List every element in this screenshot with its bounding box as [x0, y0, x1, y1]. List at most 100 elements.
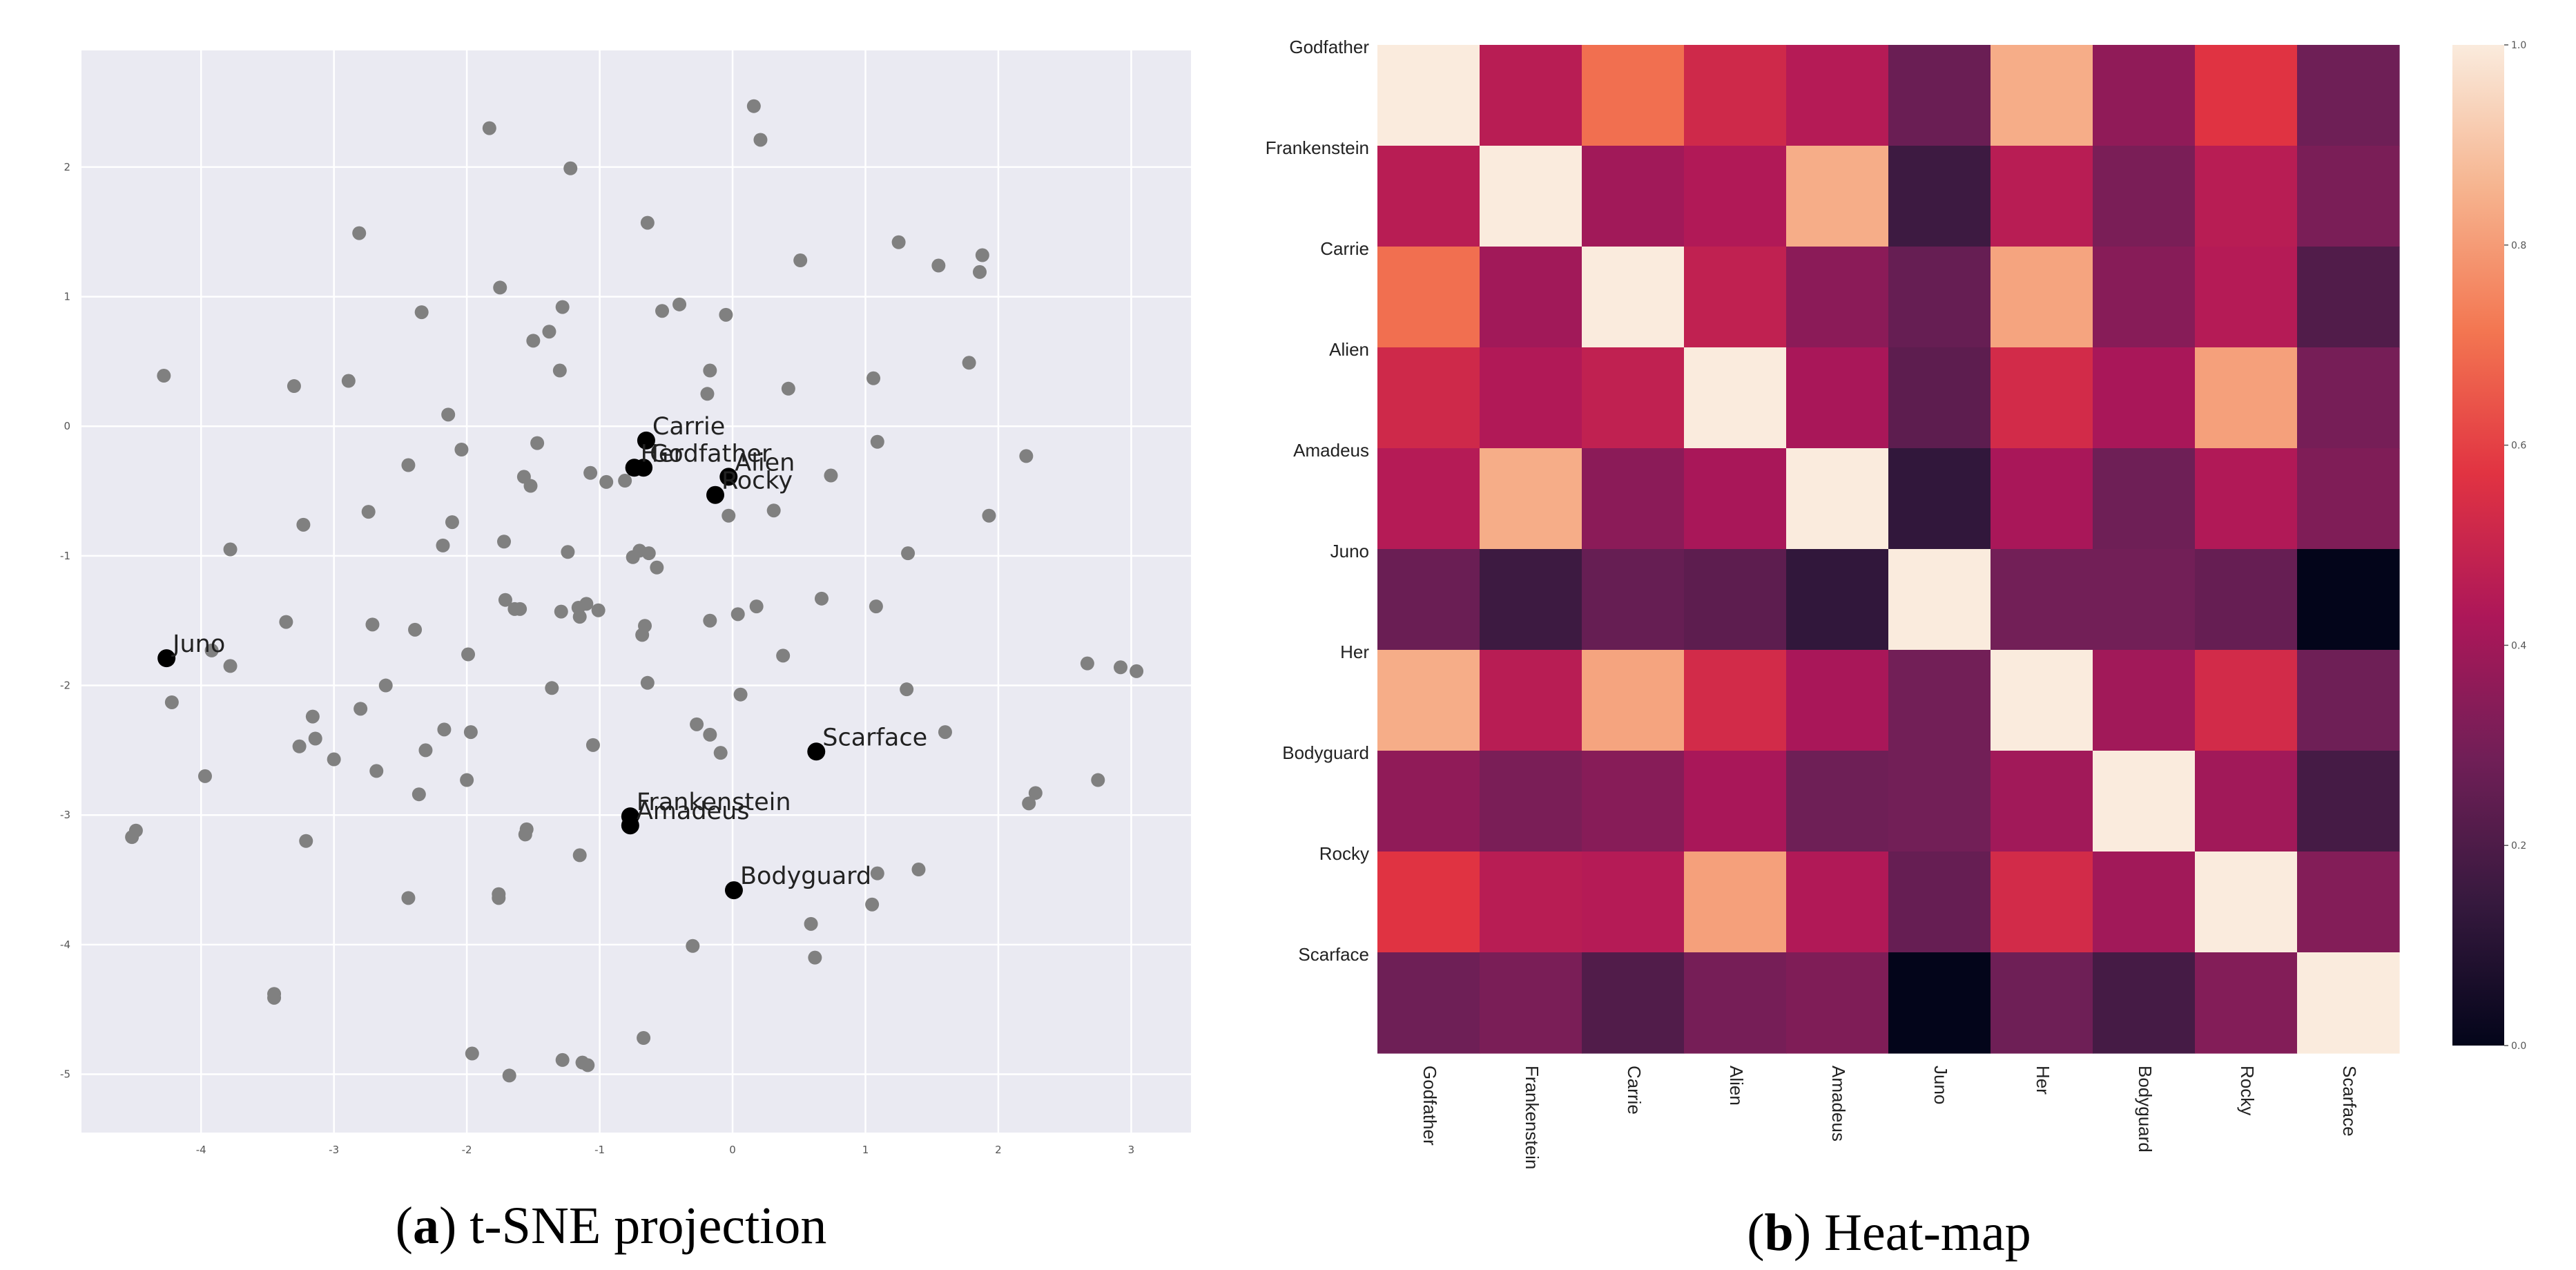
- scatter-point: [618, 474, 632, 488]
- scatter-point: [931, 258, 946, 273]
- heatmap-cell: [1991, 146, 2093, 247]
- heatmap-cell: [1684, 146, 1787, 247]
- scatter-point: [411, 787, 426, 802]
- scatter-point: [655, 304, 670, 318]
- heatmap-cell: [1888, 751, 1991, 852]
- scatter-point: [713, 746, 728, 760]
- scatter-point: [793, 253, 808, 268]
- heatmap-cell: [2195, 952, 2298, 1054]
- row-label: Her: [1340, 642, 1369, 662]
- heatmap-cell: [1582, 650, 1685, 751]
- point-label: Scarface: [822, 724, 927, 751]
- point-label: Carrie: [652, 413, 725, 441]
- heatmap-cell: [2195, 347, 2298, 449]
- point-label: Godfather: [650, 440, 772, 468]
- heatmap-cell: [1684, 852, 1787, 953]
- point-label: Juno: [171, 631, 225, 658]
- heatmap-cell: [1480, 650, 1582, 751]
- column-label: Her: [2033, 1066, 2053, 1095]
- y-tick-label: -4: [60, 939, 70, 951]
- similarity-heatmap-chart: Godfather Frankenstein Carrie Alien Amadeus J…: [1266, 37, 2527, 1169]
- heatmap-cell: [1480, 549, 1582, 651]
- tsne-scatter-chart: -4 -3 -2 -1 0 1 2 3 -5 -4 -3 -2 -1 0 1 2 CarrieHerGodfa…: [60, 50, 1191, 1156]
- heatmap-cell: [1377, 952, 1480, 1054]
- y-tick-label: -1: [60, 550, 70, 562]
- scatter-point: [1022, 796, 1036, 811]
- scatter-point: [279, 615, 293, 629]
- scatter-point: [746, 99, 761, 113]
- scatter-point: [287, 379, 301, 394]
- heatmap-cell: [1684, 650, 1787, 751]
- y-tick-label: -5: [60, 1068, 70, 1081]
- scatter-point: [581, 1058, 595, 1072]
- scatter-point: [730, 607, 745, 622]
- scatter-point: [401, 458, 416, 472]
- scatter-point: [572, 848, 587, 863]
- heatmap-cell: [1480, 852, 1582, 953]
- heatmap-cell: [1582, 247, 1685, 348]
- scatter-point: [814, 591, 829, 606]
- heatmap-cell: [1786, 650, 1889, 751]
- scatter-point: [901, 546, 916, 561]
- highlighted-point: [724, 881, 743, 900]
- scatter-point: [341, 374, 356, 388]
- scatter-point: [690, 717, 704, 731]
- column-label: Bodyguard: [2135, 1066, 2156, 1153]
- heatmap-cell: [1786, 751, 1889, 852]
- scatter-point: [461, 647, 476, 662]
- y-tick-label: 1: [64, 291, 70, 303]
- heatmap-cell: [1888, 650, 1991, 751]
- x-tick-label: 1: [862, 1144, 869, 1156]
- heatmap-cell: [1684, 549, 1787, 651]
- heatmap-cell: [1377, 549, 1480, 651]
- heatmap-cell: [1888, 146, 1991, 247]
- heatmap-cell: [2093, 448, 2196, 550]
- highlighted-point: [637, 431, 655, 450]
- scatter-point: [223, 659, 238, 673]
- heatmap-cell: [2195, 448, 2298, 550]
- heatmap-cell: [2297, 751, 2400, 852]
- scatter-tick-labels: -4 -3 -2 -1 0 1 2 3 -5 -4 -3 -2 -1 0 1 2: [60, 161, 1134, 1156]
- scatter-point: [703, 613, 717, 628]
- scatter-point: [561, 545, 575, 559]
- scatter-point: [292, 739, 307, 753]
- scatter-point: [1113, 660, 1127, 675]
- row-label: Godfather: [1289, 37, 1369, 57]
- heatmap-cell: [1991, 247, 2093, 348]
- row-label: Frankenstein: [1266, 137, 1369, 158]
- heatmap-cell: [1684, 247, 1787, 348]
- scatter-point: [753, 133, 768, 147]
- scatter-points: [125, 99, 1144, 1083]
- caption-a: (a) t-SNE projection: [396, 1197, 827, 1255]
- heatmap-cell: [2093, 146, 2196, 247]
- heatmap-cell: [2195, 751, 2298, 852]
- heatmap-cell: [2297, 952, 2400, 1054]
- scatter-point: [523, 479, 538, 493]
- scatter-point: [700, 387, 715, 401]
- heatmap-cell: [1991, 952, 2093, 1054]
- scatter-point: [1091, 773, 1105, 787]
- heatmap-cell: [1888, 448, 1991, 550]
- scatter-point: [563, 161, 578, 175]
- scatter-point: [733, 687, 748, 702]
- scatter-point: [870, 866, 884, 881]
- heatmap-cell: [1684, 45, 1787, 146]
- scatter-point: [900, 682, 914, 697]
- row-label: Scarface: [1298, 944, 1369, 965]
- heatmap-cell: [1377, 347, 1480, 449]
- scatter-point: [1130, 664, 1144, 678]
- scatter-point: [637, 1031, 651, 1046]
- column-label: Rocky: [2237, 1066, 2258, 1115]
- heatmap-cell: [1991, 650, 2093, 751]
- scatter-point: [454, 443, 469, 457]
- scatter-point: [463, 725, 478, 740]
- scatter-point: [808, 950, 822, 965]
- scatter-point: [635, 628, 650, 642]
- heatmap-cell: [2297, 549, 2400, 651]
- heatmap-cell: [1480, 45, 1582, 146]
- scatter-point: [441, 407, 456, 422]
- heatmap-cell: [1582, 347, 1685, 449]
- heatmap-cell: [1684, 347, 1787, 449]
- y-tick-label: 2: [64, 161, 70, 173]
